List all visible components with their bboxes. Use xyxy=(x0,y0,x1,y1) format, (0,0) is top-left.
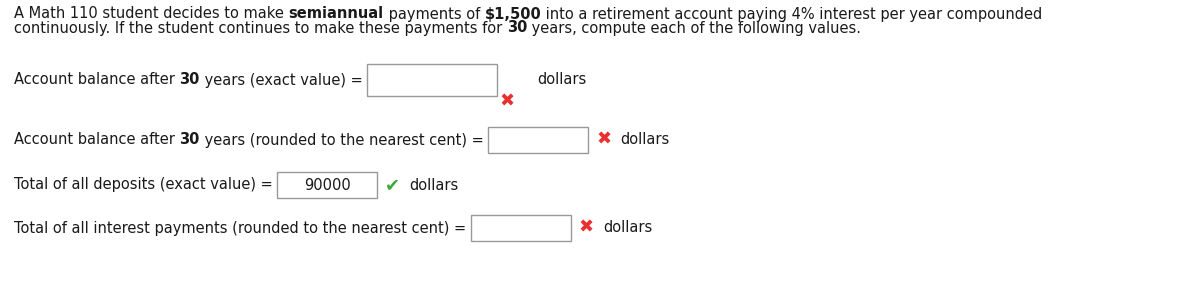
Bar xyxy=(488,127,588,153)
Text: Account balance after: Account balance after xyxy=(14,72,180,87)
Text: A Math 110 student decides to make: A Math 110 student decides to make xyxy=(14,7,288,22)
Bar xyxy=(470,215,571,241)
Text: ✖: ✖ xyxy=(578,219,594,237)
Text: dollars: dollars xyxy=(602,220,652,235)
Bar xyxy=(367,64,497,96)
Text: ✔: ✔ xyxy=(385,176,401,194)
Text: Total of all deposits (exact value) =: Total of all deposits (exact value) = xyxy=(14,178,277,193)
Text: ✖: ✖ xyxy=(596,131,611,149)
Text: into a retirement account paying 4% interest per year compounded: into a retirement account paying 4% inte… xyxy=(541,7,1043,22)
Text: Account balance after: Account balance after xyxy=(14,133,180,147)
Text: continuously. If the student continues to make these payments for: continuously. If the student continues t… xyxy=(14,20,506,36)
Text: dollars: dollars xyxy=(538,72,587,87)
Text: $1,500: $1,500 xyxy=(485,7,541,22)
Text: semiannual: semiannual xyxy=(288,7,384,22)
Text: 90000: 90000 xyxy=(304,178,350,193)
Text: years (exact value) =: years (exact value) = xyxy=(200,72,367,87)
Text: 30: 30 xyxy=(506,20,527,36)
Text: payments of: payments of xyxy=(384,7,485,22)
Text: dollars: dollars xyxy=(620,133,670,147)
Text: years, compute each of the following values.: years, compute each of the following val… xyxy=(527,20,862,36)
Text: ✖: ✖ xyxy=(499,93,515,111)
Bar xyxy=(277,172,377,198)
Text: years (rounded to the nearest cent) =: years (rounded to the nearest cent) = xyxy=(200,133,488,147)
Text: Total of all interest payments (rounded to the nearest cent) =: Total of all interest payments (rounded … xyxy=(14,220,470,235)
Text: 30: 30 xyxy=(180,133,200,147)
Text: dollars: dollars xyxy=(409,178,458,193)
Text: 30: 30 xyxy=(180,72,200,87)
